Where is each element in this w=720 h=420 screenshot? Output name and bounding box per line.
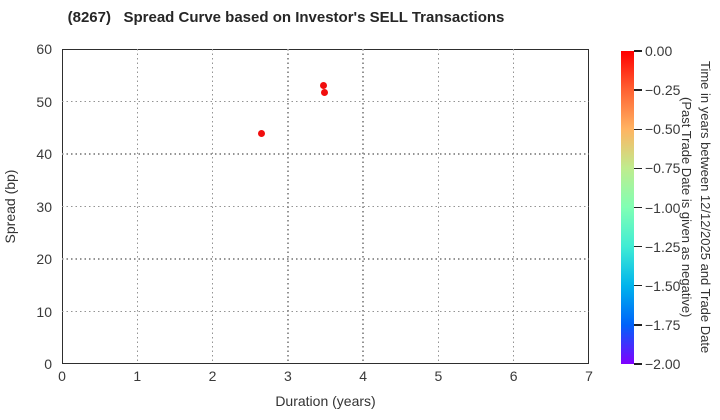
- colorbar-tick-mark: [634, 363, 642, 365]
- x-tick-label: 7: [585, 368, 593, 384]
- y-tick-label: 30: [36, 198, 52, 215]
- x-tick-label: 2: [208, 368, 217, 384]
- y-tick-label: 50: [36, 93, 52, 110]
- x-tick-label: 1: [133, 368, 142, 384]
- colorbar-tick-label: −1.75: [645, 316, 681, 333]
- data-point: [321, 88, 329, 96]
- x-tick-label: 6: [509, 368, 518, 384]
- colorbar-tick-mark: [634, 167, 642, 170]
- horizontal-gridline: [62, 258, 589, 260]
- y-tick-label: 0: [44, 356, 52, 372]
- colorbar-tick-label: −0.50: [645, 121, 681, 138]
- horizontal-gridline: [62, 310, 589, 313]
- horizontal-gridline: [62, 153, 589, 155]
- colorbar-tick-label: −2.00: [645, 356, 681, 372]
- colorbar-tick-mark: [634, 285, 642, 287]
- chart-title: (8267) Spread Curve based on Investor's …: [67, 9, 505, 26]
- x-tick-label: 4: [359, 368, 368, 384]
- y-tick-label: 20: [36, 251, 52, 267]
- horizontal-gridline: [62, 100, 589, 103]
- colorbar-tick-mark: [634, 128, 642, 130]
- y-tick-label: 40: [36, 146, 52, 162]
- colorbar-tick-mark: [634, 50, 642, 52]
- colorbar-tick-mark: [634, 245, 642, 248]
- colorbar-tick-mark: [634, 89, 642, 91]
- x-tick-label: 5: [434, 368, 443, 384]
- y-tick-label: 10: [36, 303, 52, 320]
- colorbar-label-line1: Time in years between 12/12/2025 and Tra…: [698, 60, 713, 354]
- x-tick-label: 0: [58, 368, 66, 384]
- y-tick-label: 60: [36, 41, 52, 57]
- x-tick-label: 3: [283, 368, 292, 384]
- colorbar-tick-label: −0.75: [645, 160, 681, 177]
- colorbar-tick-mark: [634, 206, 642, 209]
- colorbar-tick-label: −0.25: [645, 82, 681, 99]
- colorbar-tick-mark: [634, 324, 642, 326]
- colorbar-tick-label: −1.00: [645, 199, 681, 216]
- colorbar-tick-label: 0.00: [645, 43, 673, 59]
- x-axis-label: Duration (years): [275, 393, 376, 409]
- colorbar-gradient: [621, 51, 634, 364]
- horizontal-gridline: [62, 205, 589, 208]
- data-point: [258, 130, 265, 138]
- colorbar-tick-label: −1.25: [645, 238, 681, 255]
- colorbar-label-line2: (Past Trade Date is given as negative): [679, 96, 694, 318]
- colorbar-tick-label: −1.50: [645, 277, 681, 294]
- data-point: [320, 82, 328, 90]
